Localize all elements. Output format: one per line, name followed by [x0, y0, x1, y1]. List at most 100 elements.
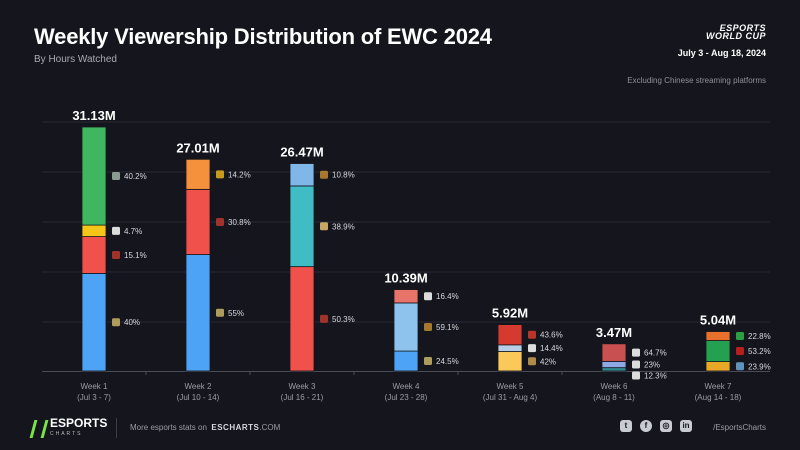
x-tick-label-week: Week 2	[185, 382, 213, 391]
segment-share-label: 24.5%	[436, 357, 459, 366]
segment-share-label: 30.8%	[228, 218, 251, 227]
rainbow-six-icon	[632, 348, 640, 357]
bar-segment	[81, 272, 107, 372]
bar-segment	[289, 163, 315, 187]
bar-total-label: 27.01M	[176, 140, 219, 155]
bar-segment	[497, 351, 523, 372]
mlbb-icon	[216, 308, 224, 317]
bar-segment	[601, 367, 627, 372]
rocket-league-icon	[736, 332, 744, 341]
x-tick-label-week: Week 6	[601, 382, 629, 391]
event-dates: July 3 - Aug 18, 2024	[677, 48, 766, 58]
logo-sub-text: CHARTS	[50, 431, 83, 437]
bar-segment	[289, 266, 315, 372]
segment-share-label: 42%	[540, 357, 556, 366]
segment-share-label: 4.7%	[124, 227, 142, 236]
bar-segment	[497, 324, 523, 346]
free-fire-icon	[320, 222, 328, 231]
segment-share-label: 50.3%	[332, 315, 355, 324]
x-tick-label-week: Week 4	[393, 382, 421, 391]
warzone-icon	[112, 226, 120, 235]
esports-charts-logo: ESPORTS CHARTS	[29, 416, 108, 440]
dota2-icon	[216, 217, 224, 226]
honor-of-kings-icon	[528, 357, 536, 366]
footer-divider	[116, 418, 117, 438]
exclusion-note: Excluding Chinese streaming platforms	[627, 76, 766, 85]
segment-share-label: 14.4%	[540, 344, 563, 353]
x-tick-label-week: Week 1	[81, 382, 109, 391]
site-link-suffix[interactable]: .COM	[259, 423, 281, 432]
site-link[interactable]: ESCHARTS	[211, 423, 260, 432]
bar-segment	[601, 360, 627, 369]
segment-share-label: 40.2%	[124, 172, 147, 181]
segment-share-label: 10.8%	[332, 171, 355, 180]
segment-share-label: 14.2%	[228, 170, 251, 179]
bar-total-label: 3.47M	[596, 325, 632, 340]
bar-segment	[185, 158, 211, 190]
mlbb-icon	[424, 357, 432, 366]
teamfight-tactics-icon	[736, 347, 744, 356]
bar-segment	[601, 343, 627, 362]
esports-charts-logo-mark-icon	[29, 420, 49, 438]
logo-main-text: ESPORTS	[50, 416, 108, 430]
pubg-icon	[320, 170, 328, 179]
bar-segment	[497, 344, 523, 352]
fortnite-icon	[632, 360, 640, 369]
footer: ESPORTS CHARTS More esports stats on ESCH…	[0, 408, 800, 450]
x-tick-label-dates: (Jul 23 - 28)	[385, 393, 428, 402]
x-tick-label-dates: (Jul 16 - 21)	[281, 393, 324, 402]
dota2-icon	[320, 314, 328, 323]
segment-share-label: 38.9%	[332, 222, 355, 231]
segment-share-label: 43.6%	[540, 331, 563, 340]
bar-segment	[81, 224, 107, 237]
bar-total-label: 10.39M	[384, 271, 427, 286]
linkedin-icon[interactable]: in	[680, 420, 692, 432]
x-tick-label-dates: (Jul 10 - 14)	[177, 393, 220, 402]
dota2-icon	[112, 250, 120, 259]
street-fighter-icon	[736, 362, 744, 371]
social-links: t f ◎ in	[620, 420, 692, 432]
more-stats-text: More esports stats on ESCHARTS.COM	[130, 423, 280, 432]
bar-segment	[393, 302, 419, 352]
bar-segment	[705, 340, 731, 362]
pubg-icon	[424, 322, 432, 331]
x-tick-label-dates: (Jul 31 - Aug 4)	[483, 393, 538, 402]
bar-segment	[185, 254, 211, 372]
twitter-icon[interactable]: t	[620, 420, 632, 432]
bar-segment	[393, 350, 419, 372]
ea-fc-icon	[528, 344, 536, 353]
stacked-bar-chart: 40% 15.1% 4.7% 40.2% 31.13M Week 1 (Jul 3 - 7)…	[42, 108, 771, 402]
segment-share-label: 23.9%	[748, 362, 771, 371]
instagram-icon[interactable]: ◎	[660, 420, 672, 432]
bar-total-label: 31.13M	[72, 108, 115, 123]
chart-title: Weekly Viewership Distribution of EWC 20…	[34, 24, 492, 49]
pubg-mobile-icon	[216, 170, 224, 179]
x-tick-label-week: Week 5	[497, 382, 525, 391]
overwatch-icon	[424, 292, 432, 301]
social-handle[interactable]: /EsportsCharts	[713, 423, 766, 432]
bar-segment	[705, 361, 731, 372]
bar-total-label: 5.04M	[700, 312, 736, 327]
mlbb-icon	[112, 318, 120, 327]
x-tick-label-dates: (Aug 14 - 18)	[695, 393, 742, 402]
bar-segment	[289, 185, 315, 268]
facebook-icon[interactable]: f	[640, 420, 652, 432]
more-stats-label: More esports stats on	[130, 423, 207, 432]
segment-share-label: 40%	[124, 318, 140, 327]
segment-share-label: 55%	[228, 309, 244, 318]
segment-share-label: 12.3%	[644, 372, 667, 381]
x-tick-label-week: Week 3	[289, 382, 317, 391]
bar-segment	[705, 331, 731, 341]
chart-subtitle: By Hours Watched	[34, 54, 117, 65]
bar-total-label: 5.92M	[492, 306, 528, 321]
bar-segment	[185, 188, 211, 255]
segment-share-label: 22.8%	[748, 332, 771, 341]
segment-share-label: 59.1%	[436, 323, 459, 332]
tekken-icon	[632, 371, 640, 380]
segment-share-label: 16.4%	[436, 292, 459, 301]
segment-share-label: 15.1%	[124, 251, 147, 260]
esports-world-cup-logo: ESPORTS WORLD CUP	[706, 23, 766, 41]
bar-segment	[81, 126, 107, 226]
bar-segment	[393, 289, 419, 304]
bar-segment	[81, 236, 107, 274]
